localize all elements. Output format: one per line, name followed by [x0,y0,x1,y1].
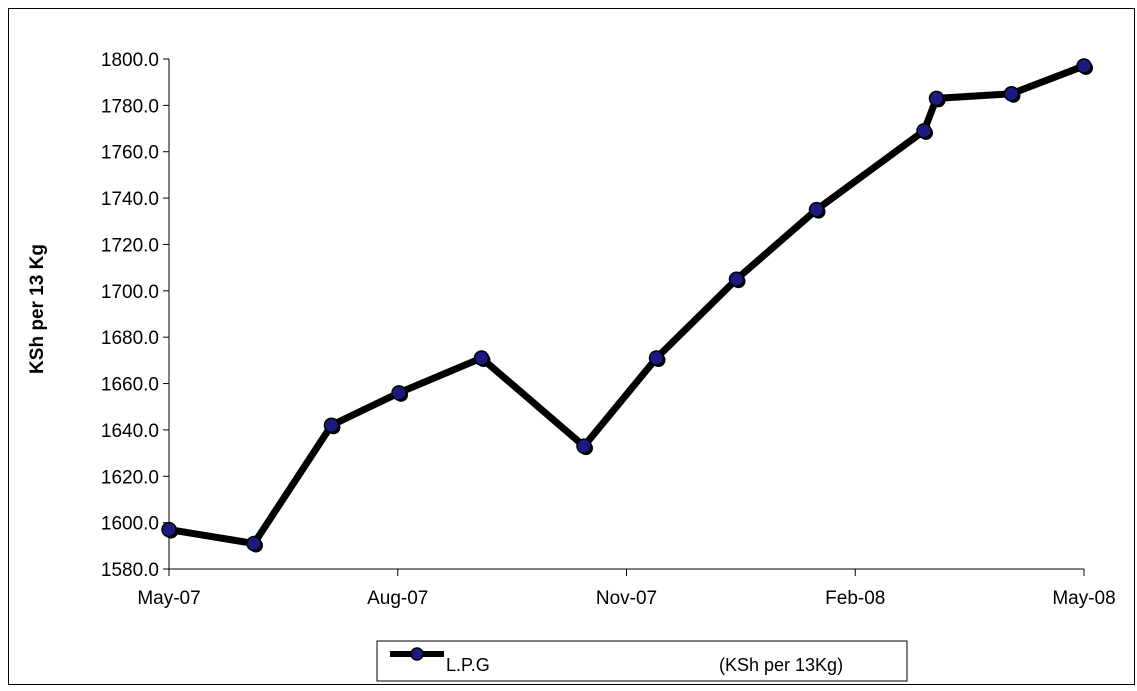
x-tick-label: Nov-07 [596,588,657,609]
y-tick-label: 1800.0 [101,50,159,71]
data-point [728,271,745,287]
x-tick-labels: May-07 Aug-07 Nov-07 Feb-08 May-08 [137,588,1115,609]
x-tick-label: Feb-08 [825,588,885,609]
y-tick-label: 1600.0 [101,514,159,535]
legend: L.P.G (KSh per 13Kg) [376,640,908,682]
x-tick-label: Aug-07 [367,588,428,609]
y-tick-label: 1780.0 [101,96,159,117]
chart-frame: 1800.0 1780.0 1760.0 1740.0 1720.0 1700.0 1680… [8,8,1135,685]
data-point [648,350,665,366]
data-point [916,123,932,139]
data-point [246,535,262,552]
data-point [576,438,592,454]
chart-axes [163,58,1085,576]
legend-marker-swatch [410,647,424,661]
data-point [391,385,407,401]
legend-label: L.P.G [446,655,490,675]
y-tick-label: 1580.0 [101,560,159,581]
series-lpg [161,58,1093,553]
y-tick-label: 1740.0 [101,189,159,210]
data-point [808,201,825,218]
data-point [928,90,945,107]
data-point [473,350,490,366]
y-axis-title: KSh per 13 Kg [27,244,48,374]
lpg-price-chart: 1800.0 1780.0 1760.0 1740.0 1720.0 1700.0 1680… [27,50,1116,682]
data-point [323,417,340,434]
x-tick-label: May-08 [1052,588,1115,609]
data-point [161,521,177,538]
y-tick-label: 1760.0 [101,143,159,164]
y-tick-label: 1620.0 [101,467,159,488]
data-point [1076,58,1092,74]
x-tick-label: May-07 [137,588,200,609]
y-tick-labels: 1800.0 1780.0 1760.0 1740.0 1720.0 1700.0 1680… [101,50,159,581]
series-line [165,62,1088,547]
legend-box [376,640,908,682]
y-tick-label: 1700.0 [101,282,159,303]
y-tick-label: 1660.0 [101,375,159,396]
y-tick-label: 1680.0 [101,328,159,349]
y-tick-label: 1720.0 [101,235,159,256]
data-point [1003,86,1020,102]
legend-unit: (KSh per 13Kg) [719,655,843,675]
y-tick-label: 1640.0 [101,421,159,442]
